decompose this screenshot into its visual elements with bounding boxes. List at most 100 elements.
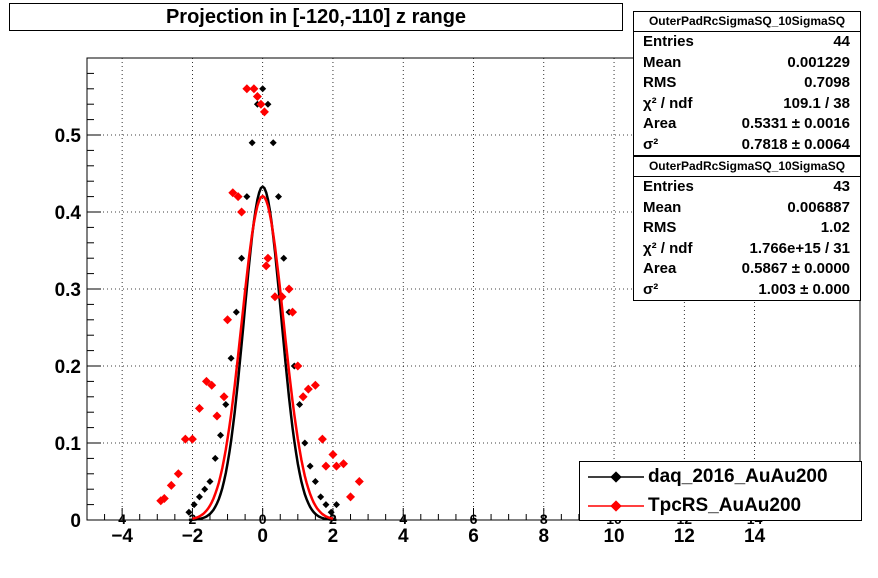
data-point	[166, 480, 176, 490]
fit-curve	[192, 194, 334, 520]
data-point	[187, 434, 197, 444]
data-point	[301, 439, 309, 447]
data-point	[211, 454, 219, 462]
y-tick-label: 0.3	[55, 280, 81, 301]
data-point	[332, 501, 340, 509]
data-point	[321, 461, 331, 471]
x-tick-label: 4	[398, 526, 409, 547]
stats-row-chi2: χ² / ndf 1.766e+15 / 31	[643, 239, 850, 257]
y-tick-label: 0.2	[55, 357, 81, 378]
y-tick-label: 0.1	[55, 434, 82, 455]
legend-marker-black	[588, 471, 644, 483]
stats-row-chi2: χ² / ndf 109.1 / 38	[643, 94, 850, 112]
y-tick-label: 0.5	[55, 126, 82, 147]
data-point	[303, 384, 313, 394]
x-tick-label-inner: 8	[540, 511, 548, 527]
data-point	[354, 477, 364, 486]
data-point	[288, 307, 298, 317]
data-point	[219, 392, 229, 402]
legend-entry-daq: daq_2016_AuAu200	[580, 463, 861, 491]
data-point	[256, 99, 266, 109]
x-tick-label: 14	[744, 526, 766, 547]
data-point	[270, 292, 280, 302]
stats-header: OuterPadRcSigmaSQ_10SigmaSQ	[634, 12, 860, 32]
data-point	[284, 284, 294, 294]
fit-curves	[188, 184, 337, 522]
axes: −44−22002244668810101212141400.10.20.30.…	[55, 72, 861, 547]
data-point	[232, 308, 240, 316]
data-point	[248, 139, 256, 147]
stats-row-sigma2: σ² 1.003 ± 0.000	[643, 280, 850, 298]
x-tick-label: −4	[111, 526, 133, 547]
data-point	[346, 492, 356, 502]
legend-marker-red	[588, 500, 644, 512]
data-point	[261, 261, 271, 271]
stats-row-mean: Mean 0.001229	[643, 53, 850, 71]
data-point	[306, 462, 314, 470]
legend: daq_2016_AuAu200 TpcRS_AuAu200	[579, 461, 862, 521]
chart-title: Projection in [-120,-110] z range	[9, 3, 623, 31]
data-point	[228, 188, 238, 198]
data-point	[259, 107, 269, 117]
data-point	[264, 100, 272, 108]
data-point	[249, 84, 259, 94]
data-point	[194, 403, 204, 413]
x-tick-label-inner: 6	[470, 511, 478, 527]
legend-label-daq: daq_2016_AuAu200	[648, 466, 828, 487]
x-tick-label: 0	[257, 526, 268, 547]
stats-row-mean: Mean 0.006887	[643, 198, 850, 216]
stats-row-entries: Entries 44	[643, 33, 850, 50]
fit-curve	[188, 184, 337, 522]
stats-row-rms: RMS 0.7098	[643, 74, 850, 92]
data-point	[263, 253, 273, 263]
data-point	[159, 493, 169, 503]
stats-row-area: Area 0.5867 ± 0.0000	[643, 260, 850, 278]
stats-row-sigma2: σ² 0.7818 ± 0.0064	[643, 135, 850, 153]
data-point	[327, 508, 335, 516]
data-point	[338, 459, 348, 469]
data-point	[242, 84, 252, 94]
data-point	[274, 193, 282, 201]
data-point	[310, 380, 320, 390]
legend-label-tpcrs: TpcRS_AuAu200	[648, 495, 802, 516]
data-point	[259, 85, 267, 93]
data-point	[328, 450, 338, 460]
data-point	[195, 493, 203, 501]
x-tick-label: 8	[538, 526, 549, 547]
data-point	[201, 376, 211, 386]
data-point	[185, 508, 193, 516]
data-point	[317, 434, 327, 444]
data-point	[277, 292, 287, 302]
data-point	[233, 192, 243, 202]
x-tick-label: 6	[468, 526, 479, 547]
data-point	[212, 411, 222, 421]
stats-row-area: Area 0.5331 ± 0.0016	[643, 115, 850, 133]
data-point	[322, 501, 330, 509]
data-point	[280, 254, 288, 262]
data-point	[243, 193, 251, 201]
data-point	[180, 434, 190, 444]
x-tick-label-inner: 4	[118, 511, 126, 527]
data-point	[227, 354, 235, 362]
x-tick-label: 12	[674, 526, 695, 547]
data-point	[237, 207, 247, 217]
stats-header: OuterPadRcSigmaSQ_10SigmaSQ	[634, 157, 860, 177]
stats-box-daq: OuterPadRcSigmaSQ_10SigmaSQ Entries 44 Me…	[633, 11, 861, 156]
data-point	[269, 139, 277, 147]
legend-entry-tpcrs: TpcRS_AuAu200	[580, 492, 861, 520]
y-tick-label: 0	[70, 511, 81, 532]
data-point	[207, 380, 217, 390]
x-tick-label: 10	[603, 526, 624, 547]
data-point	[317, 493, 325, 501]
stats-row-entries: Entries 43	[643, 178, 850, 195]
data-point	[190, 501, 198, 509]
data-point	[311, 478, 319, 485]
data-point	[298, 392, 308, 402]
data-point	[293, 361, 303, 371]
data-point	[217, 431, 225, 439]
x-tick-label: −2	[182, 526, 204, 547]
x-tick-label-inner: 0	[259, 511, 267, 527]
data-point	[296, 401, 304, 408]
stats-row-rms: RMS 1.02	[643, 219, 850, 237]
data-point	[238, 254, 246, 262]
